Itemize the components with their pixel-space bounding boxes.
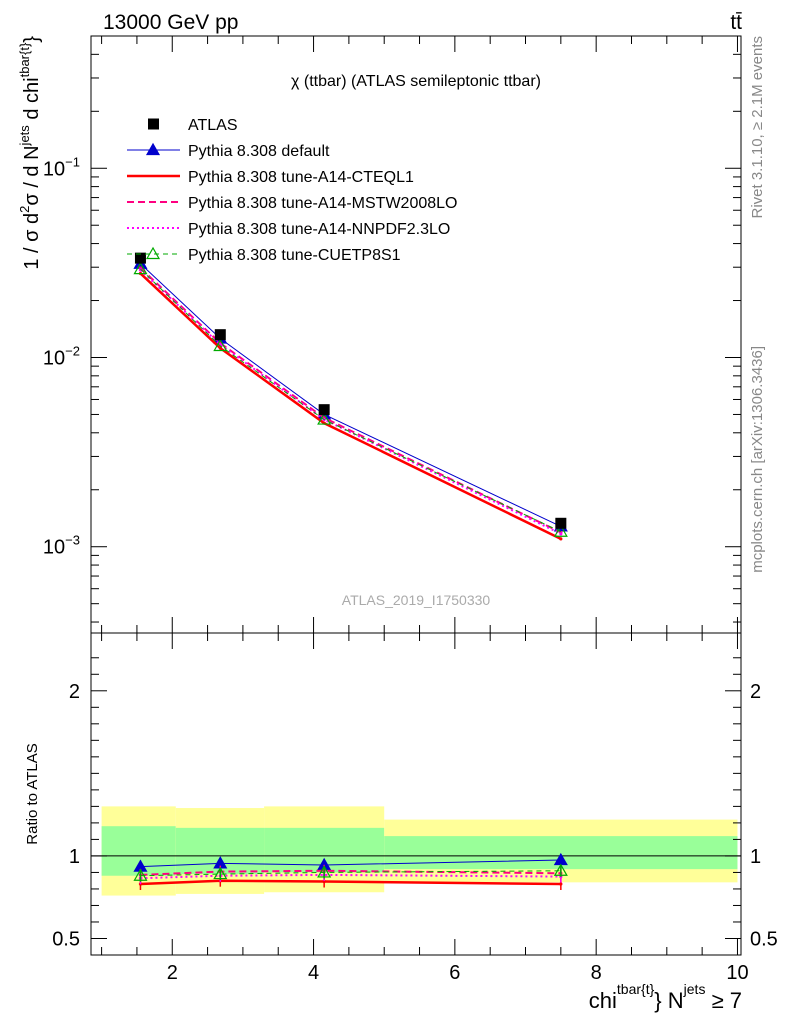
ratio-axes-layer: 2 4 6 8 100.5 0.51 12 2 xyxy=(52,633,778,984)
ratio-bands-layer xyxy=(91,806,741,896)
ratio-marker xyxy=(559,882,563,886)
legend-label: Pythia 8.308 tune-A14-CTEQL1 xyxy=(188,169,414,186)
y-tick-label: 10−2 xyxy=(43,343,80,369)
main-plot-panel: 10−1 10−2 10−3 χ (ttbar) (ATLAS semilepton… xyxy=(17,35,742,634)
header-left: 13000 GeV pp xyxy=(103,11,238,34)
ratio-y-tick-label: 2 xyxy=(69,681,80,703)
main-y-axis-label: 1 / σ d2σ / d Njets d chitbar{t}} xyxy=(17,36,43,270)
series-marker xyxy=(559,532,563,536)
legend-label: Pythia 8.308 default xyxy=(188,143,330,160)
y-tick-label: 10−3 xyxy=(43,533,80,559)
ratio-marker xyxy=(133,868,148,881)
legend-marker xyxy=(148,118,159,130)
header-right: tt̄ xyxy=(730,11,742,34)
series-line xyxy=(139,267,562,534)
ratio-series-line xyxy=(140,873,561,880)
rivet-label: Rivet 3.1.10, ≥ 2.1M events xyxy=(749,36,766,219)
x-tick-label: 4 xyxy=(308,962,319,984)
ratio-series-line xyxy=(140,879,561,886)
main-axes-layer: 10−1 10−2 10−3 xyxy=(43,35,741,633)
series-line xyxy=(139,269,562,535)
legend-label: Pythia 8.308 tune-A14-MSTW2008LO xyxy=(188,195,457,212)
watermark-label: ATLAS_2019_I1750330 xyxy=(342,592,491,608)
x-tick-label: 8 xyxy=(591,962,602,984)
ratio-series-line xyxy=(140,870,561,877)
legend-label: ATLAS xyxy=(188,117,238,134)
series-marker xyxy=(133,261,148,275)
legend-marker xyxy=(145,246,161,260)
series-line xyxy=(140,268,562,533)
ratio-marker xyxy=(213,866,228,880)
data-point-marker xyxy=(555,517,567,529)
data-point-marker xyxy=(214,329,226,341)
series-marker xyxy=(317,412,332,425)
ratio-y-tick-label-right: 1 xyxy=(750,846,761,868)
legend-marker xyxy=(145,142,161,156)
series-marker xyxy=(213,338,228,352)
main-series-layer xyxy=(133,252,568,541)
legend-label: Pythia 8.308 tune-CUETP8S1 xyxy=(188,247,401,264)
mcplots-label: mcplots.cern.ch [arXiv:1306.3436] xyxy=(749,346,766,573)
data-point-marker xyxy=(134,252,146,264)
ratio-series-line xyxy=(140,869,561,876)
x-tick-label: 6 xyxy=(449,962,460,984)
ratio-plot-panel: 2 4 6 8 100.5 0.51 12 2 Ratio to ATLAS chitbar{… xyxy=(24,632,778,1013)
ratio-series-layer xyxy=(133,852,568,890)
ratio-series-line xyxy=(140,859,561,868)
x-axis-label: chitbar{t}} Njets ≥ 7 xyxy=(589,981,742,1013)
series-marker xyxy=(138,268,143,272)
ratio-marker xyxy=(317,865,332,878)
ratio-y-tick-label-right: 2 xyxy=(750,681,761,703)
ratio-y-tick-label-right: 0.5 xyxy=(750,928,778,950)
ratio-marker xyxy=(553,863,568,876)
ratio-y-axis-label: Ratio to ATLAS xyxy=(24,743,41,844)
y-tick-label: 10−1 xyxy=(43,154,80,180)
data-point-marker xyxy=(318,404,330,416)
ratio-y-tick-label: 0.5 xyxy=(52,928,80,950)
legend: ATLAS Pythia 8.308 default Pythia 8.308 tu… xyxy=(127,117,457,264)
ratio-marker xyxy=(322,879,326,884)
main-plot-title: χ (ttbar) (ATLAS semileptonic ttbar) xyxy=(291,73,541,90)
series-line xyxy=(140,263,562,527)
series-marker xyxy=(553,524,568,537)
x-tick-label: 2 xyxy=(167,962,178,984)
series-marker xyxy=(559,537,563,541)
ratio-y-tick-label: 1 xyxy=(69,846,80,868)
series-marker xyxy=(218,346,222,350)
ratio-plot-frame xyxy=(90,632,742,956)
legend-label: Pythia 8.308 tune-A14-NNPDF2.3LO xyxy=(188,221,450,238)
series-line xyxy=(139,272,562,541)
x-tick-label: 10 xyxy=(726,962,748,984)
